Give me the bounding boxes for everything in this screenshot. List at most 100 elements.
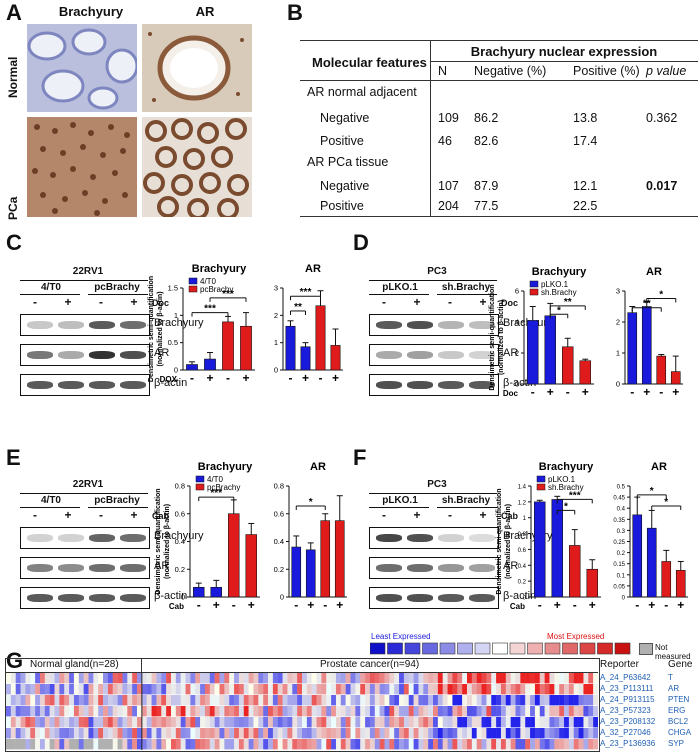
y-tick-label: 0.4 [617, 507, 626, 513]
reporter-link[interactable]: A_32_P27046 [600, 728, 651, 737]
heatmap-cell [44, 728, 50, 739]
heatmap-cell [69, 695, 75, 706]
blot-band [376, 321, 402, 329]
bar [641, 306, 652, 385]
heatmap-cell [166, 739, 172, 750]
heatmap-cell [452, 673, 458, 684]
heatmap-cell [185, 695, 191, 706]
blot-band [438, 351, 464, 359]
heatmap-cell [78, 673, 84, 684]
group-rule [437, 294, 497, 295]
heatmap-cell [200, 717, 206, 728]
group-rule [20, 294, 80, 295]
heatmap-cell [161, 717, 167, 728]
heatmap-cell [345, 728, 351, 739]
heatmap-cell [73, 673, 79, 684]
legend-least: Least Expressed [371, 632, 431, 641]
heatmap-cell [103, 728, 109, 739]
blot-band [407, 534, 433, 542]
heatmap-cell [219, 706, 225, 717]
heatmap-cell [510, 684, 516, 695]
reporter-link[interactable]: A_24_P63642 [600, 673, 651, 682]
scale-swatch [527, 642, 543, 655]
scale-swatch [404, 642, 421, 655]
heatmap-cell [437, 739, 443, 750]
blot-band [58, 564, 84, 572]
heatmap-cell [234, 695, 240, 706]
heatmap-cell [365, 717, 371, 728]
heatmap-cell [209, 717, 215, 728]
gene-link[interactable]: SYP [668, 739, 685, 748]
heatmap-cell [64, 673, 70, 684]
heatmap-cell [292, 706, 298, 717]
heatmap-cell [137, 739, 143, 750]
treatment-sign: - [33, 295, 37, 309]
heatmap-cell [335, 695, 342, 706]
heatmap-cell [316, 706, 322, 717]
b-section-normal: AR normal adjacent [307, 85, 417, 99]
gene-link[interactable]: AR [668, 684, 680, 693]
heatmap-cell [44, 673, 50, 684]
heatmap-cell [360, 695, 366, 706]
heatmap-cell [418, 717, 424, 728]
heatmap-cell [534, 684, 540, 695]
significance-label: ** [643, 299, 651, 310]
heatmap-cell [141, 695, 147, 706]
gene-link[interactable]: BCL2 [668, 717, 689, 726]
group-cancer: Prostate cancer(n=94) [320, 659, 420, 670]
heatmap-cell [238, 673, 244, 684]
heatmap-cell [399, 706, 405, 717]
heatmap-cell [73, 684, 79, 695]
gene-link[interactable]: CHGA [668, 728, 692, 737]
x-tick-label: + [307, 598, 314, 612]
heatmap-cell [73, 739, 79, 750]
heatmap-cell [243, 717, 249, 728]
heatmap-cell [161, 728, 167, 739]
heatmap-cell [316, 717, 322, 728]
heatmap-cell [520, 739, 526, 750]
heatmap-cell [335, 717, 342, 728]
heatmap-cell [146, 728, 152, 739]
reporter-link[interactable]: A_24_P913115 [600, 695, 655, 704]
heatmap-cell [6, 717, 12, 728]
b-cell: 17.4 [573, 134, 598, 148]
heatmap-cell [447, 717, 453, 728]
heatmap-cell [248, 695, 254, 706]
reporter-link[interactable]: A_23_P136936 [600, 739, 656, 748]
blot-band [376, 534, 402, 542]
gene-link[interactable]: T [668, 673, 673, 682]
heatmap-cell [578, 684, 584, 695]
y-tick-label: 1 [616, 349, 620, 358]
heatmap-cell [311, 739, 317, 750]
heatmap-cell [277, 739, 283, 750]
heatmap-cell [175, 695, 181, 706]
heatmap-cell [510, 739, 516, 750]
heatmap-cell [500, 706, 507, 717]
heatmap-cell [229, 717, 235, 728]
heatmap-cell [466, 728, 473, 739]
heatmap-cell [515, 717, 521, 728]
heatmap-cell [253, 706, 259, 717]
gene-link[interactable]: PTEN [668, 695, 690, 704]
blot-label: Brachyury [154, 317, 204, 329]
scale-swatch [457, 642, 473, 655]
x-tick-label: + [589, 598, 596, 612]
heatmap-cell [360, 706, 366, 717]
treatment-sign: + [413, 508, 421, 522]
heatmap-cell [64, 728, 70, 739]
reporter-link[interactable]: A_23_P113111 [600, 684, 654, 693]
heatmap-cell [544, 728, 550, 739]
gene-link[interactable]: ERG [668, 706, 686, 715]
reporter-link[interactable]: A_23_P208132 [600, 717, 656, 726]
heatmap-cell [78, 695, 84, 706]
b-cell: 0.362 [646, 111, 678, 125]
heatmap-cell [486, 739, 492, 750]
heatmap-cell [15, 728, 21, 739]
heatmap-cell [559, 728, 565, 739]
reporter-link[interactable]: A_23_P57323 [600, 706, 651, 715]
heatmap-cell [500, 684, 507, 695]
heatmap-cell [360, 684, 366, 695]
heatmap-cell [510, 673, 516, 684]
heatmap-cell [258, 717, 264, 728]
y-tick-label: 0.45 [613, 496, 625, 502]
